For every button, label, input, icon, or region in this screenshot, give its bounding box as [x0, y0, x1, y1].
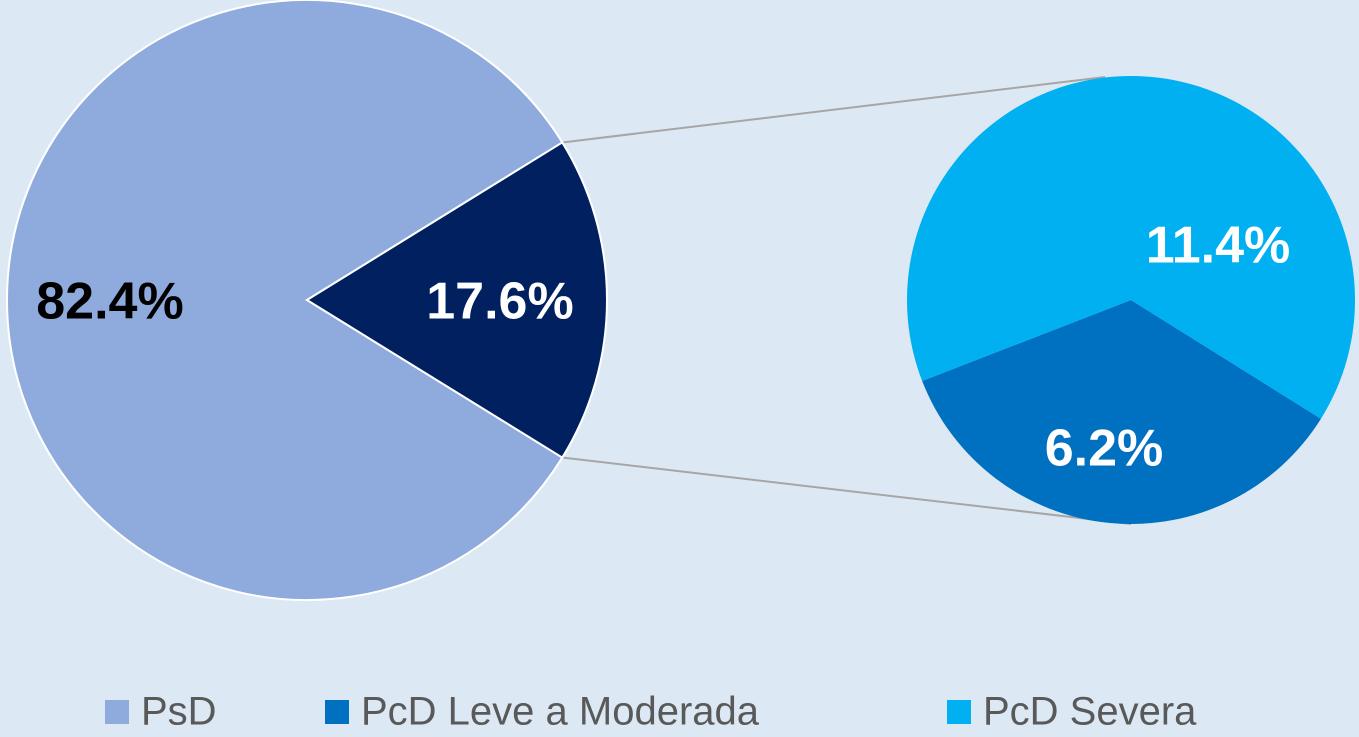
- legend-label: PsD: [141, 690, 217, 734]
- legend-swatch: [105, 700, 129, 724]
- pie-slice: [922, 300, 1321, 524]
- data-label: 82.4%: [36, 273, 183, 331]
- data-label: 11.4%: [1146, 217, 1291, 275]
- legend-swatch: [947, 700, 971, 724]
- legend-label: PcD Leve a Moderada: [361, 690, 760, 734]
- legend-swatch: [325, 700, 349, 724]
- data-label: 17.6%: [426, 273, 573, 331]
- data-label: 6.2%: [1045, 420, 1164, 478]
- pie-slice: [907, 76, 1356, 419]
- connector: [562, 456, 1132, 525]
- legend-label: PcD Severa: [983, 690, 1197, 734]
- pie-slice: [5, 0, 564, 601]
- connector: [562, 76, 1106, 144]
- pie-slice: [305, 141, 608, 459]
